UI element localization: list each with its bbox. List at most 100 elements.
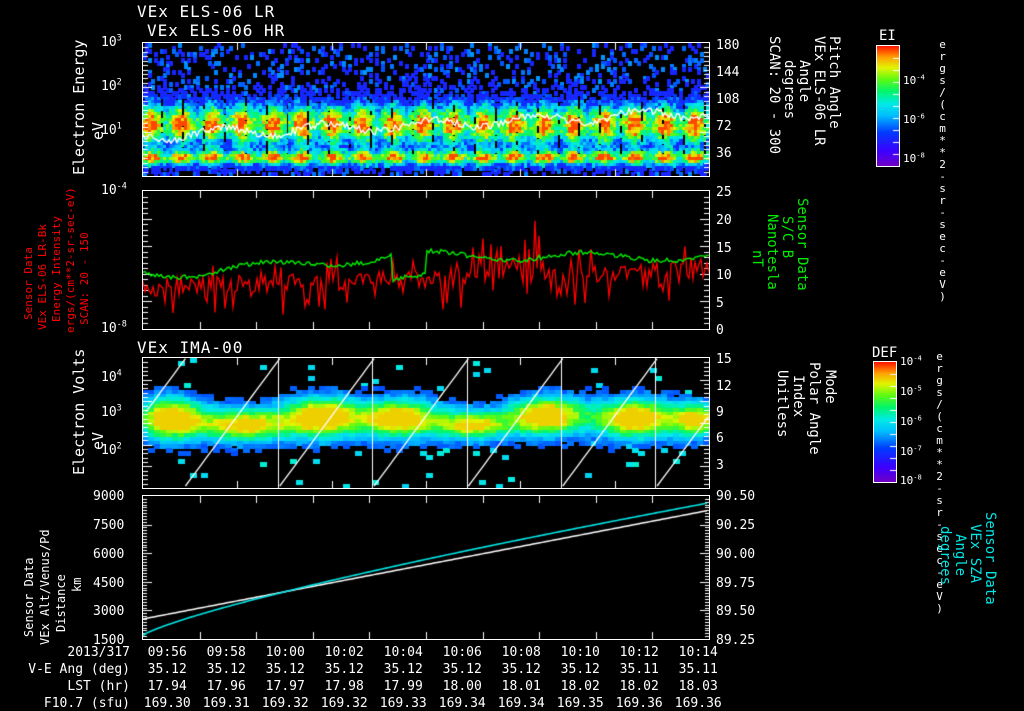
panel4-ytick-1500: 1500 xyxy=(93,633,125,648)
panel3-ytick-1e3: 103 xyxy=(101,402,122,420)
panel2-y2label-4: nT xyxy=(749,250,765,267)
footer-cell: 169.32 xyxy=(320,696,368,711)
panel2-y2tick-0: 0 xyxy=(716,323,724,338)
footer-row-label: V-E Ang (deg) xyxy=(28,662,130,677)
panel1-cbtick-1e-8: 10-8 xyxy=(903,150,925,165)
panel4-ytick-6000: 6000 xyxy=(93,547,125,562)
panel1-colorbar xyxy=(876,45,900,167)
panel1-y2label-2: VEx ELS-06 LR xyxy=(811,36,827,146)
panel4-ylabel-4: km xyxy=(70,577,84,592)
panel3-colorbar-unit: ergs/(cm**2-sr-sec-eV) xyxy=(933,350,946,614)
panel4-lineplot xyxy=(142,495,710,640)
panel3-colorbar xyxy=(873,361,897,483)
footer-cell: 10:06 xyxy=(442,645,482,660)
panel4-ytick-3000: 3000 xyxy=(93,604,125,619)
footer-cell: 18.02 xyxy=(619,679,659,694)
footer-cell: 17.98 xyxy=(324,679,364,694)
footer-cell: 169.32 xyxy=(261,696,309,711)
panel3-y2tick-9: 9 xyxy=(716,405,724,420)
footer-cell: 09:56 xyxy=(147,645,187,660)
panel4-y2label-2: VEx SZA xyxy=(967,524,983,584)
panel4-ylabel-1: Sensor Data xyxy=(22,557,36,637)
panel3-y2label-4: Unitless xyxy=(774,370,790,438)
panel3-cbtick-1e-8: 10-8 xyxy=(900,472,922,487)
panel3-y2label-2: Polar Angle xyxy=(806,362,822,455)
panel4-y2label-3: Angle xyxy=(952,534,968,577)
panel2-y2label-2: S/C B xyxy=(779,216,795,259)
footer-row-label: 2013/317 xyxy=(67,645,130,660)
panel1-spectrogram xyxy=(142,42,710,177)
footer-cell: 18.01 xyxy=(501,679,541,694)
panel2-ylabel-4: ergs/(cm**2-sr-sec-eV) xyxy=(64,187,77,333)
panel1-y2label-1: Pitch Angle xyxy=(826,36,842,129)
panel2-ytick-1e-8: 10-8 xyxy=(101,318,127,336)
panel2-y2tick-5: 5 xyxy=(716,296,724,311)
panel4-y2tick-9025: 90.25 xyxy=(716,518,756,533)
footer-cell: 10:10 xyxy=(560,645,600,660)
panel2-ylabel-5: SCAN: 20 - 150 xyxy=(78,232,91,325)
footer-cell: 18.02 xyxy=(560,679,600,694)
panel1-title-lr: VEx ELS-06 LR xyxy=(137,2,276,21)
panel3-cbtick-1e-4: 10-4 xyxy=(900,353,922,368)
panel3-y2tick-6: 6 xyxy=(716,431,724,446)
footer-cell: 169.36 xyxy=(674,696,722,711)
panel3-ytick-1e4: 104 xyxy=(101,367,122,385)
footer-cell: 35.12 xyxy=(442,662,482,677)
panel3-title: VEx IMA-00 xyxy=(137,338,244,357)
panel2-ylabel-3: Energy Intensity xyxy=(50,216,63,322)
panel1-y2tick-72: 72 xyxy=(716,119,732,134)
panel2-y2tick-15: 15 xyxy=(716,241,732,256)
panel3-ylabel-1: Electron Volts xyxy=(70,348,88,475)
footer-cell: 35.12 xyxy=(383,662,423,677)
panel3-y2label-1: Mode xyxy=(822,370,838,404)
panel4-y2tick-9000: 90.00 xyxy=(716,547,756,562)
panel1-y2tick-180: 180 xyxy=(716,38,740,53)
panel4-ylabel-3: Distance xyxy=(54,574,68,632)
panel4-y2tick-8925: 89.25 xyxy=(716,633,756,648)
panel1-y2tick-144: 144 xyxy=(716,65,740,80)
panel2-y2label-3: Nanotesla xyxy=(764,214,780,290)
panel4-y2label-1: Sensor Data xyxy=(982,512,998,605)
footer-cell: 17.97 xyxy=(265,679,305,694)
panel3-ylabel-2: eV xyxy=(89,431,107,450)
footer-cell: 17.99 xyxy=(383,679,423,694)
footer-cell: 169.34 xyxy=(497,696,545,711)
panel3-spectrogram xyxy=(142,357,710,489)
footer-cell: 35.12 xyxy=(560,662,600,677)
footer-cell: 10:00 xyxy=(265,645,305,660)
footer-cell: 35.11 xyxy=(619,662,659,677)
footer-cell: 10:04 xyxy=(383,645,423,660)
panel1-y2label-5: SCAN: 20 - 300 xyxy=(766,36,782,155)
panel3-y2tick-15: 15 xyxy=(716,352,732,367)
footer-cell: 169.35 xyxy=(556,696,604,711)
footer-cell: 35.12 xyxy=(265,662,305,677)
panel2-y2tick-20: 20 xyxy=(716,213,732,228)
panel1-colorbar-unit: ergs/(cm**2-sr-sec-eV) xyxy=(936,38,949,302)
panel1-ytick-1000: 103 xyxy=(101,32,122,50)
panel1-ytick-100: 102 xyxy=(101,76,122,94)
footer-cell: 17.94 xyxy=(147,679,187,694)
panel4-ytick-9000: 9000 xyxy=(93,489,125,504)
panel1-ylabel-1: Electron Energy xyxy=(70,39,88,175)
footer-row-label: F10.7 (sfu) xyxy=(43,696,130,711)
panel2-ylabel-1: Sensor Data xyxy=(22,247,35,320)
footer-cell: 17.96 xyxy=(206,679,246,694)
panel1-y2label-4: degrees xyxy=(781,60,797,120)
panel4-ylabel-2: VEx Alt/Venus/Pd xyxy=(38,529,52,645)
footer-cell: 169.36 xyxy=(615,696,663,711)
footer-cell: 10:14 xyxy=(678,645,718,660)
footer-cell: 09:58 xyxy=(206,645,246,660)
panel1-ytick-10: 101 xyxy=(101,120,122,138)
footer-cell: 18.03 xyxy=(678,679,718,694)
panel3-ytick-1e2: 102 xyxy=(101,440,122,458)
panel2-y2tick-10: 10 xyxy=(716,268,732,283)
panel1-ylabel-2: eV xyxy=(89,121,107,140)
footer-cell: 10:08 xyxy=(501,645,541,660)
panel3-y2tick-3: 3 xyxy=(716,458,724,473)
footer-cell: 169.30 xyxy=(143,696,191,711)
panel3-y2label-3: Index xyxy=(790,375,806,418)
panel1-title-hr: VEx ELS-06 HR xyxy=(147,21,286,40)
panel1-y2tick-36: 36 xyxy=(716,146,732,161)
footer-cell: 35.12 xyxy=(501,662,541,677)
